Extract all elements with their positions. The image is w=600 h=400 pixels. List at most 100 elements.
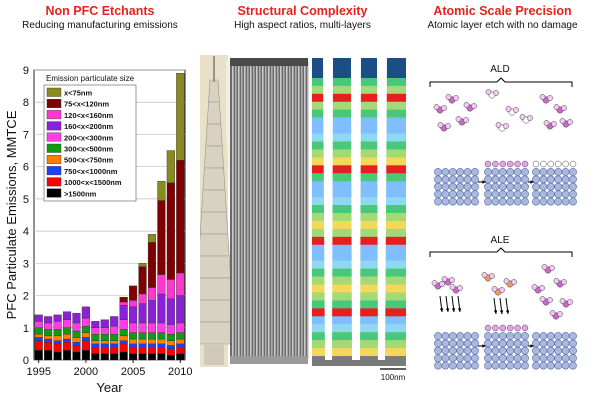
legend-swatch: [46, 121, 62, 131]
lattice-atom: [554, 175, 563, 184]
lattice-atom: [506, 197, 515, 206]
lattice-atom: [463, 339, 472, 348]
tower-spire-image: [200, 56, 236, 365]
legend-title: Emission particulate size: [46, 74, 135, 83]
molecule-atom: [453, 95, 459, 101]
sem-line: [256, 62, 258, 358]
arrow-head: [445, 308, 450, 312]
sem-line: [277, 62, 279, 358]
lattice-atom: [554, 168, 563, 176]
sem-line: [298, 62, 300, 358]
lattice-atom: [561, 168, 570, 176]
molecule-atom: [491, 286, 498, 292]
legend-swatch: [46, 177, 62, 187]
lattice-atom: [546, 182, 555, 191]
lattice-atom: [448, 354, 457, 363]
legend-swatch: [46, 98, 62, 108]
lattice-atom: [484, 332, 492, 340]
lattice-atom: [456, 354, 465, 363]
y-tick-label: 2: [23, 291, 29, 303]
molecule-atom: [457, 285, 463, 291]
modified-layer-atom: [514, 324, 521, 332]
ale-removed-product: [541, 264, 555, 274]
ald-reactant: [485, 89, 499, 99]
modified-layer-atom: [521, 324, 529, 332]
ald-substrate-1: [434, 168, 479, 206]
lattice-atom: [491, 354, 500, 363]
lattice-atom: [554, 346, 563, 355]
lattice-atom: [561, 197, 570, 206]
lattice-atom: [546, 332, 555, 340]
x-tick-label: 1995: [26, 366, 50, 378]
lattice-atom: [546, 361, 555, 370]
adsorbed-atom: [521, 160, 529, 168]
molecule-atom: [455, 116, 462, 122]
sem-line: [280, 62, 282, 358]
lattice-atom: [463, 182, 472, 191]
lattice-atom: [539, 339, 548, 348]
lattice-atom: [434, 182, 442, 191]
lattice-atom: [561, 175, 570, 184]
lattice-atom: [456, 190, 465, 199]
molecule-atom: [527, 115, 533, 121]
bar-segment: [129, 285, 138, 301]
lattice-atom: [491, 190, 500, 199]
legend-swatch: [46, 143, 62, 153]
deposited-atom: [569, 160, 577, 168]
arrow-head: [505, 310, 510, 314]
molecule-atom: [551, 121, 557, 127]
lattice-atom: [448, 361, 457, 370]
lattice-atom: [539, 182, 548, 191]
lattice-atom: [561, 354, 570, 363]
y-tick-label: 1: [23, 323, 29, 335]
lattice-atom: [448, 332, 457, 340]
lattice-atom: [506, 175, 515, 184]
lattice-atom: [532, 197, 540, 206]
bar-segment: [72, 313, 81, 324]
molecule-atom: [549, 310, 556, 316]
lattice-atom: [484, 354, 492, 363]
lattice-atom: [463, 332, 472, 340]
lattice-atom: [539, 168, 548, 176]
lattice-atom: [448, 182, 457, 191]
x-tick-label: 2000: [74, 366, 98, 378]
sem-line: [283, 62, 285, 358]
molecule-atom: [567, 299, 573, 305]
etched-hole: [377, 58, 387, 364]
molecule-atom: [503, 123, 509, 129]
lattice-atom: [434, 332, 442, 340]
legend-label: 500<x<750nm: [64, 156, 114, 165]
molecule-atom: [539, 296, 546, 302]
molecule-atom: [547, 297, 553, 303]
molecule-atom: [553, 104, 560, 110]
legend-swatch: [46, 87, 62, 97]
lattice-atom: [441, 190, 450, 199]
bar-segment: [34, 314, 43, 322]
lattice-atom: [463, 175, 472, 184]
lattice-atom: [491, 332, 500, 340]
legend-label: 160<x<200nm: [64, 122, 114, 131]
ale-ion: [503, 278, 517, 288]
lattice-atom: [484, 168, 492, 176]
lattice-atom: [498, 175, 507, 184]
molecule-atom: [549, 265, 555, 271]
lattice-atom: [498, 190, 507, 199]
lattice-atom: [498, 182, 507, 191]
lattice-atom: [521, 190, 529, 199]
lattice-atom: [498, 354, 507, 363]
lattice-atom: [434, 197, 442, 206]
sem-line: [271, 62, 273, 358]
sem-line: [247, 62, 249, 358]
molecule-atom: [485, 89, 492, 95]
sem-line: [268, 62, 270, 358]
lattice-atom: [521, 346, 529, 355]
lattice-atom: [521, 168, 529, 176]
lattice-atom: [463, 354, 472, 363]
lattice-atom: [521, 339, 529, 348]
lattice-atom: [463, 346, 472, 355]
adsorbed-atom: [484, 160, 492, 168]
lattice-atom: [441, 175, 450, 184]
molecule-atom: [557, 311, 563, 317]
lattice-atom: [491, 175, 500, 184]
legend-swatch: [46, 132, 62, 142]
